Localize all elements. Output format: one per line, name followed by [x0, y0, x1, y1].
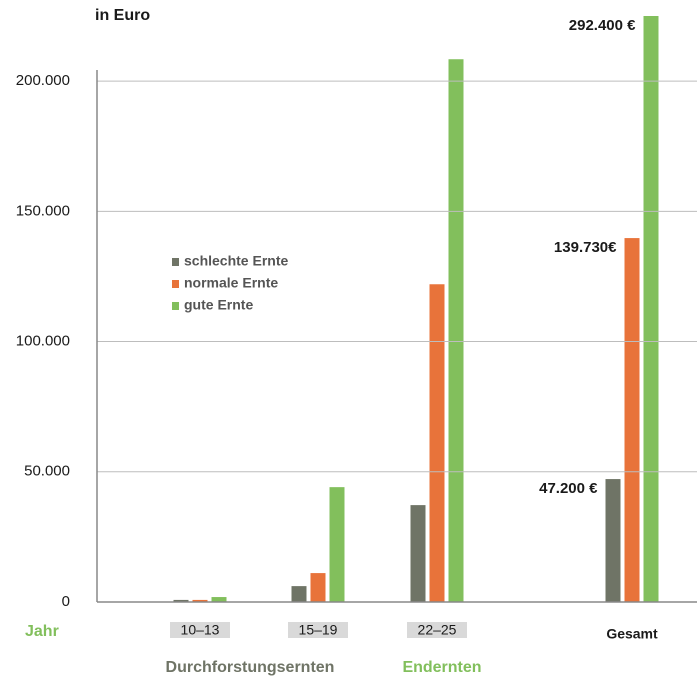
- y-tick-label: 150.000: [16, 202, 70, 219]
- y-tick-label: 0: [62, 593, 70, 610]
- legend-swatch: [172, 258, 179, 266]
- x-tick-box: [170, 622, 230, 638]
- x-tick-label: Gesamt: [606, 626, 658, 642]
- bar: [211, 597, 227, 602]
- legend-label: schlechte Ernte: [184, 253, 288, 269]
- value-label: 139.730€: [554, 239, 617, 256]
- x-tick-label: 22–25: [418, 622, 457, 638]
- bar: [624, 238, 640, 602]
- value-label: 47.200 €: [539, 480, 598, 497]
- x-tick-label: 15–19: [299, 622, 338, 638]
- y-tick-label: 200.000: [16, 72, 70, 89]
- bar: [410, 505, 426, 602]
- y-tick-label: 100.000: [16, 333, 70, 350]
- bar: [291, 586, 307, 602]
- bar: [448, 59, 464, 603]
- y-tick-label: 50.000: [24, 463, 70, 480]
- x-tick-box: [288, 622, 348, 638]
- legend-label: normale Ernte: [184, 275, 278, 291]
- group-label: Endernten: [402, 659, 481, 676]
- bar: [173, 599, 189, 602]
- legend-swatch: [172, 302, 179, 310]
- bar: [429, 284, 445, 602]
- bar: [192, 599, 208, 602]
- bar: [605, 479, 621, 602]
- bar: [310, 573, 326, 602]
- bars: [173, 16, 659, 603]
- group-label: Durchforstungsernten: [166, 659, 335, 676]
- x-tick-box: [407, 622, 467, 638]
- y-axis-label: in Euro: [95, 7, 150, 24]
- x-tick-label: 10–13: [181, 622, 220, 638]
- x-axis-label: Jahr: [25, 623, 59, 640]
- bar: [329, 487, 345, 602]
- value-label: 292.400 €: [569, 17, 636, 34]
- legend-swatch: [172, 280, 179, 288]
- legend-label: gute Ernte: [184, 297, 253, 313]
- bar: [643, 16, 659, 602]
